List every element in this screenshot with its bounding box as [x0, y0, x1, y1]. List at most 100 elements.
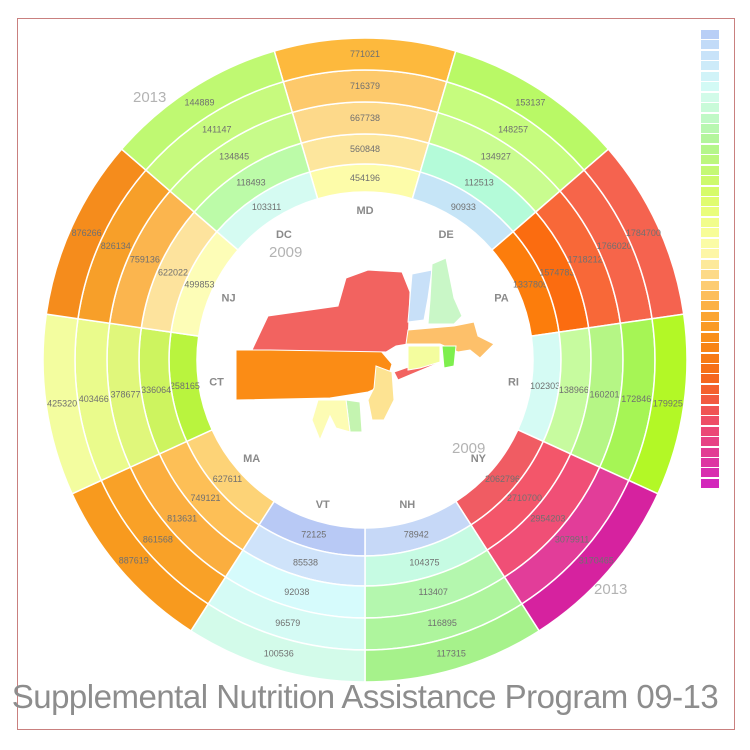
legend-swatch [701, 437, 719, 447]
value-label-dc-2009: 103311 [252, 202, 281, 212]
value-label-ct-2011: 378677 [110, 389, 140, 399]
northeast-map [235, 257, 495, 442]
value-label-nj-2013: 876266 [72, 228, 102, 238]
value-label-vt-2012: 96579 [275, 618, 300, 628]
legend-swatch [701, 343, 719, 353]
legend-swatch [701, 405, 719, 415]
value-label-ma-2009: 627611 [213, 474, 242, 484]
legend-swatch [701, 113, 719, 123]
legend-swatch [701, 353, 719, 363]
legend-swatch [701, 301, 719, 311]
legend-swatch [701, 228, 719, 238]
state-label-ri: RI [508, 376, 519, 388]
year-label-2013-bottom: 2013 [594, 581, 628, 598]
value-label-ma-2012: 861568 [143, 534, 173, 544]
value-label-ny-2011: 2954203 [530, 513, 565, 523]
state-label-vt: VT [316, 499, 330, 511]
value-label-nh-2013: 117315 [437, 649, 466, 659]
value-label-nh-2011: 113407 [418, 587, 447, 597]
legend-swatch [701, 217, 719, 227]
legend-swatch [701, 374, 719, 384]
value-label-ny-2012: 3079911 [555, 534, 589, 544]
legend-swatch [701, 197, 719, 206]
map-region-ct [407, 345, 441, 371]
value-label-ny-2013: 3170465 [579, 555, 614, 565]
state-label-ct: CT [209, 376, 224, 388]
legend-swatch [701, 259, 719, 269]
state-label-ny: NY [471, 453, 487, 465]
value-label-ny-2010: 2710700 [507, 493, 542, 503]
legend-swatch [701, 103, 719, 113]
rings-group: 454196 560848 667738 716379 771021 MD 90933 112… [42, 37, 688, 683]
value-label-nj-2010: 622022 [158, 267, 188, 277]
value-label-ma-2010: 749121 [191, 493, 221, 503]
map-region-ny [251, 269, 411, 353]
value-label-de-2010: 112513 [464, 177, 493, 187]
legend-swatch [701, 186, 719, 196]
value-label-md-2010: 560848 [350, 144, 380, 154]
legend-swatch [701, 478, 719, 488]
value-label-ri-2012: 172846 [621, 394, 651, 404]
value-label-ct-2010: 336064 [141, 385, 171, 395]
value-label-dc-2012: 141147 [202, 124, 231, 134]
legend-swatch [701, 280, 719, 290]
map-region-pa [235, 349, 393, 401]
map-region-nj [367, 365, 395, 421]
map-region-nh [427, 257, 463, 325]
legend-swatch [701, 30, 719, 39]
value-label-ri-2009: 102303 [530, 381, 560, 391]
year-label-2013-top: 2013 [133, 89, 167, 106]
year-label-2009-right: 2009 [452, 440, 486, 457]
value-label-dc-2010: 118493 [236, 177, 265, 187]
value-label-vt-2009: 72125 [301, 530, 326, 540]
state-label-pa: PA [494, 293, 509, 305]
legend-swatch [701, 249, 719, 259]
legend-swatch [701, 123, 719, 133]
value-label-nh-2012: 116895 [428, 618, 457, 628]
legend-swatch [701, 322, 719, 332]
chart-title: Supplemental Nutrition Assistance Progra… [11, 678, 719, 715]
value-label-pa-2011: 1718212 [568, 254, 603, 264]
value-label-dc-2013: 144889 [185, 98, 215, 108]
map-region-ma [405, 321, 495, 359]
legend-swatch [701, 395, 719, 405]
legend-swatch [701, 165, 719, 175]
legend-swatch [701, 332, 719, 342]
legend-swatch [701, 290, 719, 300]
value-label-nh-2009: 78942 [404, 530, 429, 540]
value-label-de-2011: 134927 [481, 151, 511, 161]
legend-swatch [701, 270, 719, 280]
value-label-ma-2011: 813631 [167, 513, 197, 523]
value-label-ct-2013: 425320 [47, 399, 77, 409]
value-label-nh-2010: 104375 [409, 557, 439, 567]
chart-frame [17, 18, 735, 730]
state-label-de: DE [438, 229, 453, 241]
state-label-ma: MA [243, 453, 260, 465]
state-label-nh: NH [399, 499, 415, 511]
legend-swatch [701, 238, 719, 248]
value-label-ri-2010: 138966 [559, 385, 589, 395]
legend-swatch [701, 176, 719, 186]
map-region-vt [407, 269, 433, 323]
value-label-ri-2013: 179925 [653, 399, 683, 409]
legend-swatch [701, 61, 719, 71]
value-label-ct-2012: 403466 [79, 394, 109, 404]
ring-segment-dc-2013 [120, 50, 285, 172]
legend-swatch [701, 92, 719, 102]
legend-swatch [701, 40, 719, 50]
legend-swatch [701, 311, 719, 321]
value-label-nj-2009: 499853 [184, 279, 214, 289]
legend-swatch [701, 71, 719, 81]
legend-swatch [701, 50, 719, 60]
value-label-de-2013: 153137 [515, 98, 545, 108]
value-label-ma-2013: 887619 [119, 555, 149, 565]
legend-swatch [701, 82, 719, 92]
value-label-vt-2011: 92038 [284, 587, 309, 597]
color-scale-legend [701, 30, 719, 489]
state-label-md: MD [356, 205, 373, 217]
legend-swatch [701, 364, 719, 373]
legend-swatch [701, 447, 719, 457]
value-label-md-2011: 667738 [350, 113, 380, 123]
value-label-pa-2010: 1574783 [539, 267, 574, 277]
